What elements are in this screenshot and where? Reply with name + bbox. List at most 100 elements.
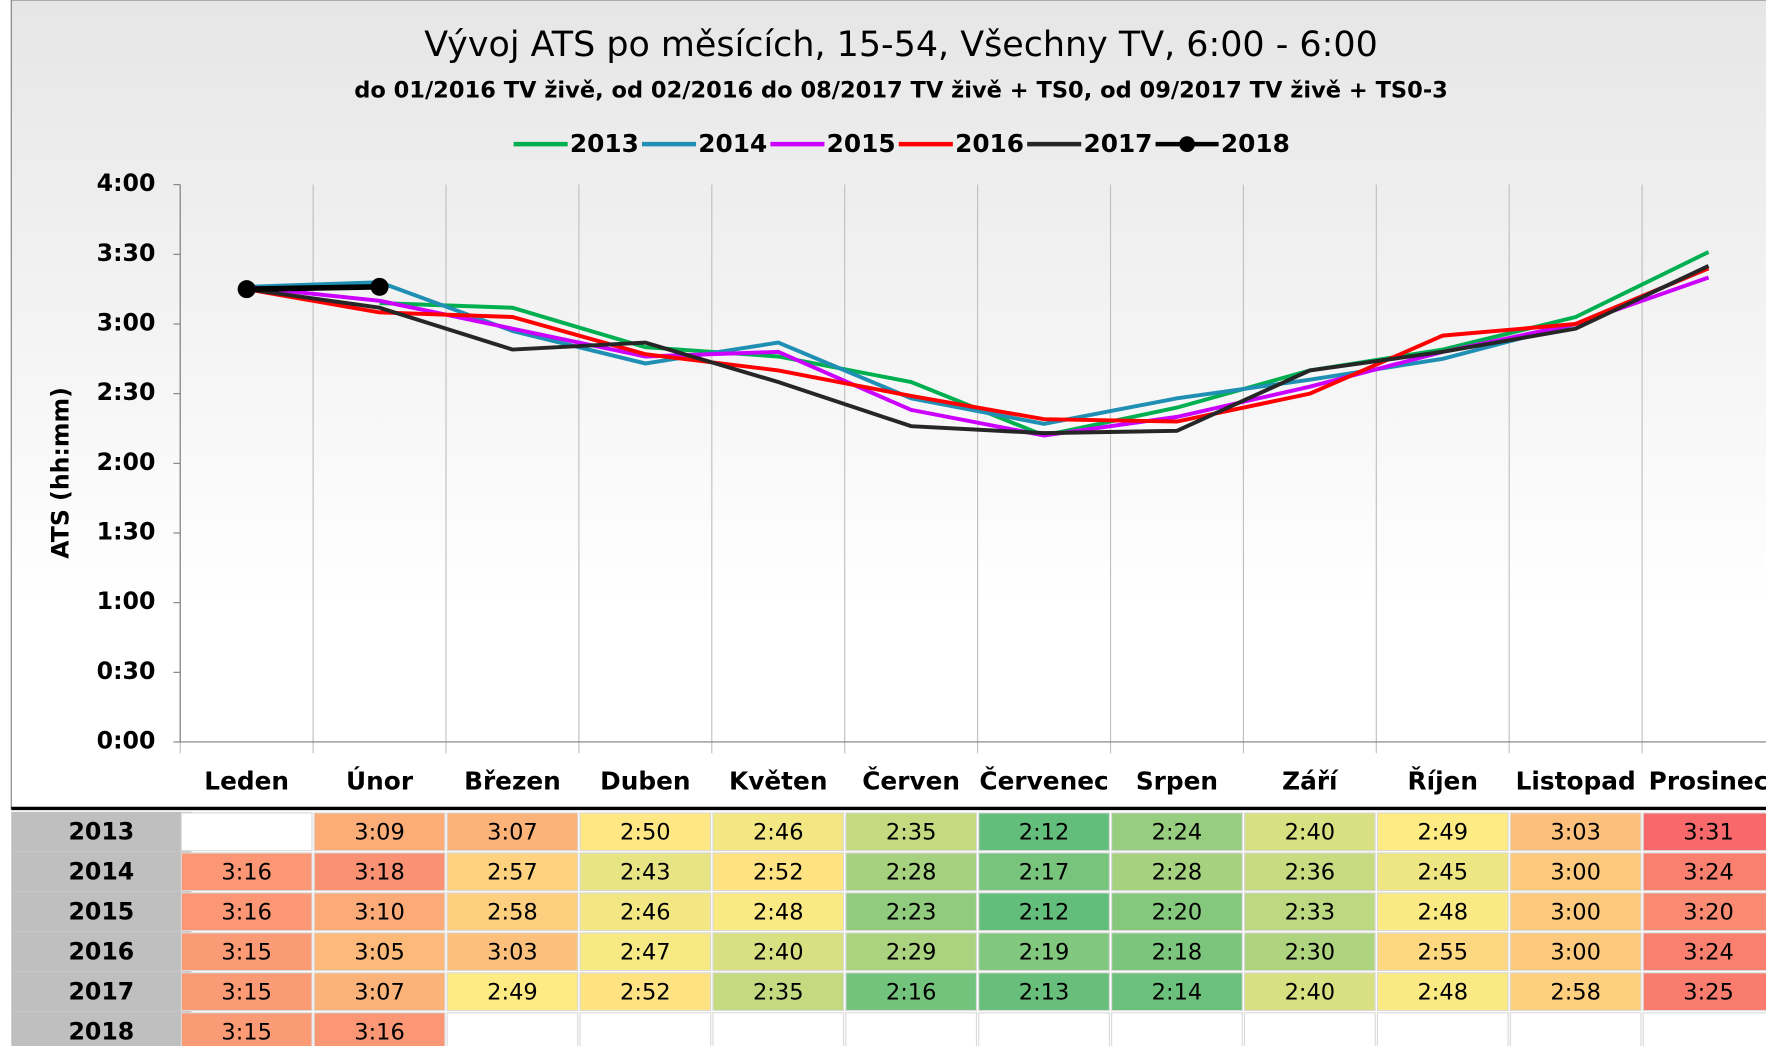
table-cell [712,1012,845,1046]
cell-value: 2:29 [886,939,937,965]
table-cell [1509,892,1642,932]
row-label: 2018 [68,1017,134,1045]
table-cell [446,972,579,1012]
cell-value: 2:49 [1417,819,1468,845]
x-tick-label: Březen [464,767,561,796]
table-cell [180,972,313,1012]
x-tick-label: Leden [204,767,289,796]
table-cell [579,972,712,1012]
cell-value: 3:07 [354,979,405,1005]
row-label: 2015 [68,897,134,925]
table-cell [1376,892,1509,932]
table-cell [1509,972,1642,1012]
cell-value: 2:58 [487,899,538,925]
x-tick-label: Únor [346,766,414,796]
table-cell [1642,972,1766,1012]
table-cell [1243,932,1376,972]
x-tick-label: Prosinec [1649,767,1766,796]
cell-value: 2:40 [1285,979,1336,1005]
table-cell [579,1012,712,1046]
cell-value: 3:05 [354,939,405,965]
series-line [246,264,1710,436]
table-cell [978,1012,1110,1046]
table-cell [1243,852,1376,892]
cell-value: 2:33 [1285,899,1336,925]
table-cell [313,1012,446,1046]
y-tick-label: 2:30 [97,378,156,406]
table-cell [845,932,978,972]
y-tick-label: 1:30 [97,517,156,545]
legend-label: 2015 [827,129,896,158]
table-cell [978,972,1110,1012]
legend-label: 2017 [1083,129,1152,158]
table-cell [1243,892,1376,932]
cell-value: 2:12 [1019,819,1070,845]
table-cell [845,852,978,892]
table-cell [1111,812,1243,852]
row-header [11,851,192,892]
chart-title: Vývoj ATS po měsících, 15-54, Všechny TV… [424,25,1378,65]
series-line [246,266,1710,424]
cell-value: 2:16 [886,979,937,1005]
cell-value: 3:25 [1683,979,1734,1005]
x-tick-label: Listopad [1516,767,1636,796]
cell-value: 3:15 [221,1019,272,1045]
y-tick-label: 4:00 [97,169,156,197]
table-cell [1111,932,1243,972]
cell-value: 3:15 [221,979,272,1005]
cell-value: 3:00 [1550,899,1601,925]
y-tick-label: 3:30 [97,239,156,267]
table-cell [579,932,712,972]
row-label: 2016 [68,937,134,965]
table-cell [180,932,313,972]
row-header [11,811,192,852]
legend-label: 2013 [570,129,639,158]
table-cell [1642,852,1766,892]
table-cell [978,812,1110,852]
table-cell [1642,932,1766,972]
table-cell [313,932,446,972]
table-cell [712,852,845,892]
cell-value: 3:18 [354,859,405,885]
table-cell [579,892,712,932]
cell-value: 2:36 [1285,859,1336,885]
table-cell [446,892,579,932]
cell-value: 2:46 [753,819,804,845]
cell-value: 2:52 [753,859,804,885]
cell-value: 2:48 [1417,979,1468,1005]
cell-value: 2:13 [1019,979,1070,1005]
cell-value: 2:46 [620,899,671,925]
table-cell [1111,972,1243,1012]
y-tick-label: 0:00 [97,726,156,754]
y-tick-label: 0:30 [97,657,156,685]
table-cell [845,972,978,1012]
row-label: 2017 [68,977,134,1005]
table-cell [1509,932,1642,972]
table-cell [1509,1012,1642,1046]
table-cell [180,852,313,892]
row-label: 2013 [68,817,134,845]
cell-value: 3:24 [1683,859,1734,885]
y-tick-label: 3:00 [97,308,156,336]
table-cell [1509,852,1642,892]
cell-value: 3:31 [1683,819,1734,845]
cell-value: 3:16 [221,859,272,885]
cell-value: 3:07 [487,819,538,845]
table-cell [1376,932,1509,972]
x-tick-label: Září [1282,767,1339,796]
table-cell [845,1012,978,1046]
cell-value: 2:47 [620,939,671,965]
cell-value: 2:28 [1152,859,1203,885]
table-cell [446,812,579,852]
table-cell [579,812,712,852]
table-cell [1111,852,1243,892]
cell-value: 2:35 [886,819,937,845]
row-header [11,1011,192,1046]
table-cell [446,852,579,892]
table-cell [712,932,845,972]
cell-value: 2:58 [1550,979,1601,1005]
row-label: 2014 [68,857,134,885]
cell-value: 3:16 [354,1019,405,1045]
